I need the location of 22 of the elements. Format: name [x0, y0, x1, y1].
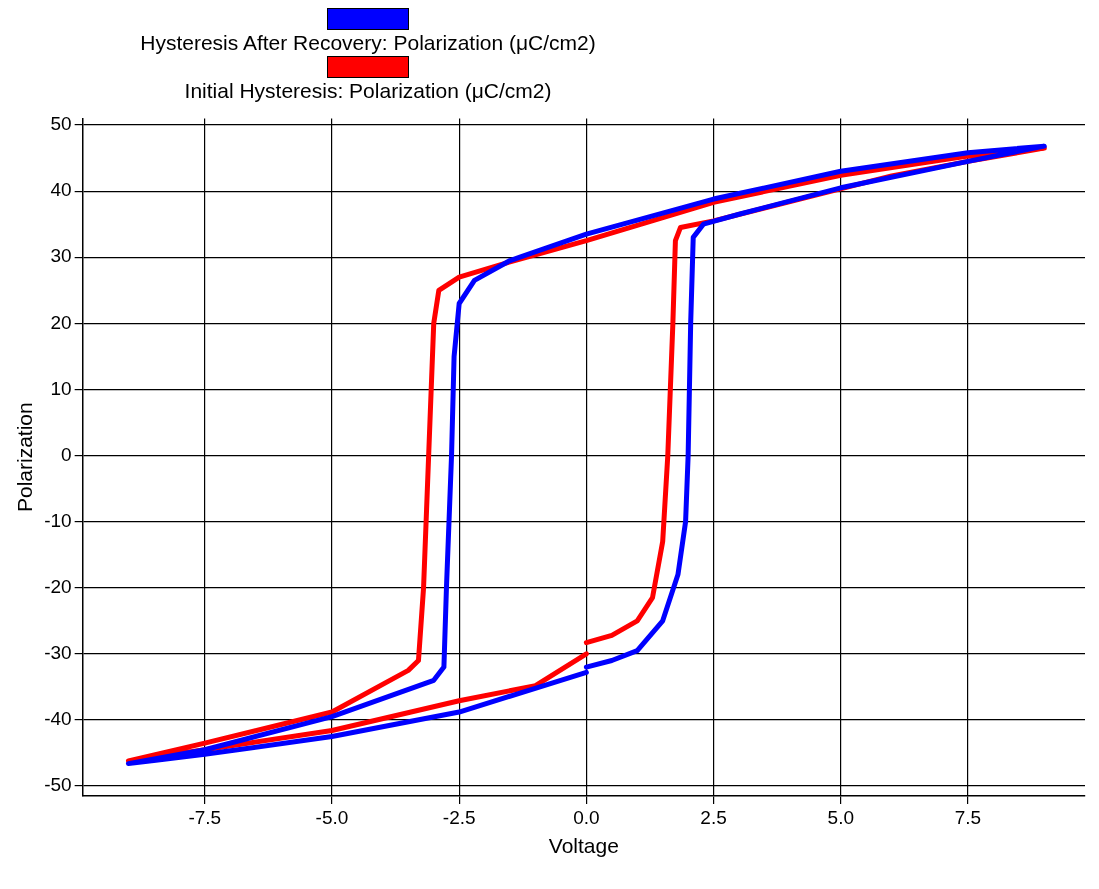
x-tick-label: 5.0	[827, 806, 854, 828]
legend-label: Hysteresis After Recovery: Polarization (μC/cm2)	[140, 30, 596, 56]
x-tick-label: 2.5	[700, 806, 727, 828]
y-tick-label: -10	[44, 509, 72, 531]
y-tick-label: 0	[61, 443, 72, 465]
legend-label: Initial Hysteresis: Polarization (μC/cm2)	[184, 78, 552, 104]
x-axis-title: Voltage	[548, 834, 619, 858]
x-tick-label: -2.5	[442, 806, 476, 828]
y-tick-label: -50	[44, 774, 72, 796]
y-tick-label: 20	[50, 311, 72, 333]
y-axis-title: Polarization	[13, 402, 37, 513]
x-tick-label: 7.5	[954, 806, 982, 828]
x-tick-label: -5.0	[315, 806, 349, 828]
y-tick-label: 30	[50, 245, 72, 267]
y-tick-label: 10	[50, 377, 72, 399]
y-tick-label: 40	[50, 179, 72, 201]
y-tick-label: -30	[44, 642, 72, 664]
y-tick-label: -20	[44, 576, 72, 597]
y-tick-label: 50	[50, 113, 72, 135]
x-tick-label: 0.0	[573, 806, 600, 828]
y-tick-label: -40	[44, 708, 72, 730]
x-tick-label: -7.5	[188, 806, 222, 828]
